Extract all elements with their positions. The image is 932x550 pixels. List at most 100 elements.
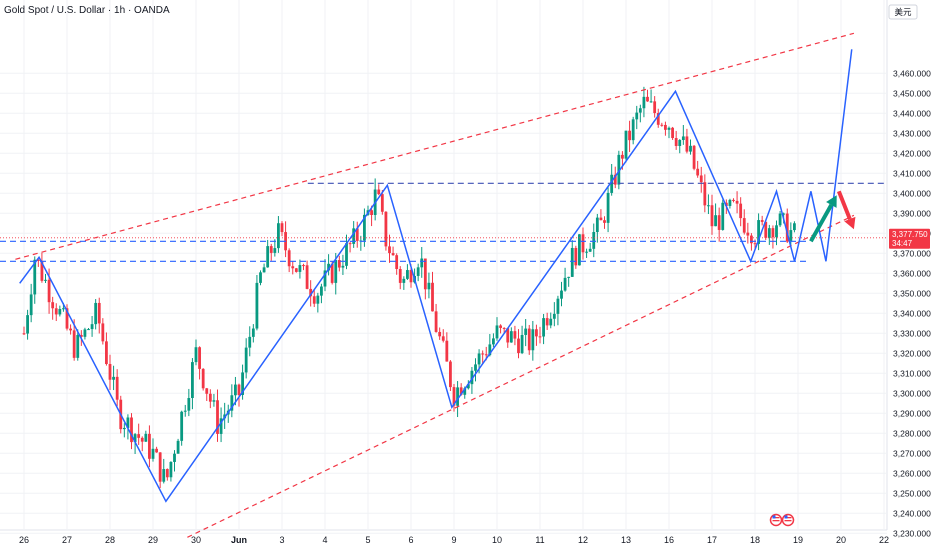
- candle-body: [538, 336, 542, 338]
- price-tick-label: 3,320.000: [893, 348, 931, 358]
- candle-body: [549, 318, 553, 326]
- chart-title[interactable]: Gold Spot / U.S. Dollar · 1h · OANDA: [4, 5, 170, 16]
- candle-body: [703, 182, 707, 206]
- candle-body: [198, 347, 201, 369]
- candle-body: [140, 437, 144, 442]
- candle-body: [363, 214, 366, 241]
- flag-stripe: [772, 517, 780, 519]
- date-tick-label: 6: [408, 535, 413, 545]
- candle-body: [251, 328, 255, 337]
- candle-body: [699, 175, 703, 183]
- candle-body: [334, 260, 338, 283]
- date-tick-label: 13: [621, 535, 631, 545]
- currency-label[interactable]: 美元: [894, 7, 912, 17]
- candle-body: [692, 145, 696, 169]
- candle-body: [531, 329, 535, 351]
- candle-body: [624, 130, 628, 159]
- bullish-arrow-shaft[interactable]: [809, 203, 834, 243]
- candle-body: [90, 324, 94, 330]
- candle-body: [517, 338, 520, 354]
- candle-body: [775, 225, 778, 238]
- currency-button[interactable]: [888, 4, 918, 20]
- candle-body: [767, 228, 771, 238]
- flag-stripe: [784, 517, 792, 519]
- candle-body: [409, 270, 413, 283]
- candle-body: [148, 433, 151, 459]
- zigzag-pattern-line[interactable]: [19, 49, 853, 503]
- candle-body: [488, 344, 492, 356]
- flag-stripe: [772, 520, 780, 522]
- candle-body: [302, 265, 305, 267]
- candle-body: [481, 353, 485, 355]
- candle-body: [506, 328, 510, 343]
- bearish-arrow-head[interactable]: [844, 216, 856, 230]
- date-tick-label: 26: [19, 535, 29, 545]
- bearish-arrow-shaft[interactable]: [836, 190, 852, 220]
- candle-body: [69, 328, 72, 331]
- candle-body: [33, 259, 37, 295]
- candle-body: [101, 323, 105, 342]
- date-tick-label: 17: [707, 535, 717, 545]
- price-tick-label: 3,240.000: [893, 508, 931, 518]
- price-tag-countdown: 34:47: [892, 239, 913, 248]
- bullish-arrow-head[interactable]: [826, 195, 837, 208]
- channel-upper-line[interactable]: [15, 32, 855, 260]
- candle-body: [105, 341, 108, 365]
- candle-body: [237, 384, 241, 395]
- candle-body: [115, 376, 119, 400]
- candle-body: [259, 272, 262, 283]
- candle-body: [180, 411, 184, 441]
- price-tick-label: 3,310.000: [893, 368, 931, 378]
- candle-body: [427, 282, 431, 290]
- candle-body: [757, 220, 760, 244]
- price-tick-label: 3,420.000: [893, 148, 931, 158]
- candle-body: [122, 427, 126, 430]
- candle-body: [76, 334, 80, 358]
- candle-body: [370, 210, 373, 216]
- candle-body: [513, 331, 517, 339]
- price-tick-label: 3,290.000: [893, 408, 931, 418]
- candle-body: [294, 268, 298, 272]
- candle-body: [234, 384, 237, 396]
- date-tick-label: 3: [279, 535, 284, 545]
- candle-body: [492, 338, 495, 345]
- date-tick-label: 28: [105, 535, 115, 545]
- price-tag-value: 3,377.750: [892, 230, 928, 239]
- date-tick-label: Jun: [231, 535, 247, 545]
- candle-body: [298, 265, 302, 272]
- candle-body: [72, 330, 76, 358]
- candle-body: [380, 194, 384, 212]
- price-tick-label: 3,340.000: [893, 308, 931, 318]
- candle-body: [291, 266, 295, 269]
- candle-body: [793, 223, 796, 231]
- price-tick-label: 3,270.000: [893, 448, 931, 458]
- candle-body: [402, 278, 406, 283]
- price-axis[interactable]: [887, 0, 932, 550]
- candle-body: [388, 246, 391, 254]
- price-tick-label: 3,360.000: [893, 268, 931, 278]
- price-tick-label: 3,350.000: [893, 288, 931, 298]
- candle-body: [309, 288, 313, 297]
- candle-body: [495, 325, 499, 339]
- candle-body: [707, 205, 710, 207]
- candle-body: [287, 250, 291, 267]
- candle-body: [244, 347, 248, 373]
- candle-body: [578, 234, 581, 266]
- candle-body: [58, 308, 62, 315]
- candle-body: [638, 108, 642, 113]
- candle-body: [194, 347, 198, 363]
- date-tick-label: 22: [879, 535, 889, 545]
- candle-body: [441, 336, 445, 341]
- candle-body: [689, 145, 692, 152]
- candle-body: [230, 395, 234, 411]
- candle-body: [771, 228, 775, 238]
- date-tick-label: 4: [322, 535, 327, 545]
- candle-body: [341, 265, 345, 268]
- price-tick-label: 3,390.000: [893, 208, 931, 218]
- candle-body: [484, 354, 488, 356]
- channel-lower-line[interactable]: [187, 214, 855, 538]
- candle-body: [499, 325, 502, 328]
- candle-body: [710, 205, 714, 227]
